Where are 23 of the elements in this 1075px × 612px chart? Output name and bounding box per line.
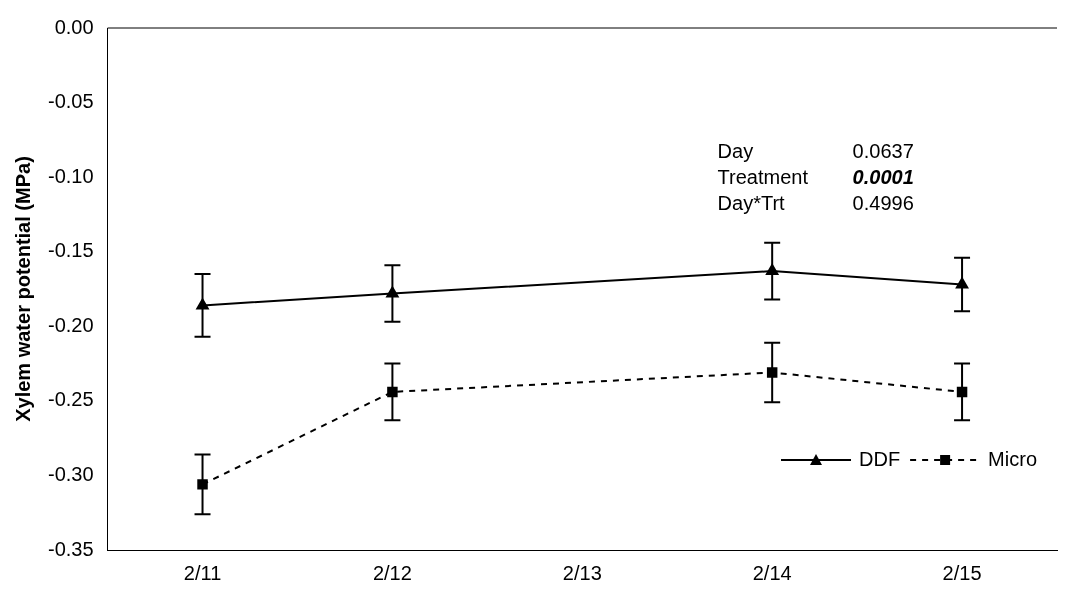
y-tick-label: -0.10 — [47, 164, 94, 187]
x-tick-label: 2/14 — [752, 561, 792, 584]
y-tick-label: -0.30 — [47, 462, 94, 485]
annotation: 0.0001 — [852, 166, 914, 188]
x-tick-label: 2/15 — [942, 561, 982, 584]
y-tick-label: 0.00 — [54, 15, 94, 38]
y-tick-label: -0.05 — [47, 90, 94, 113]
y-axis-title: Xylem water potential (MPa) — [11, 156, 34, 422]
y-tick-label: -0.20 — [47, 313, 94, 336]
annotation: Day*Trt — [717, 192, 786, 214]
annotation: Day — [717, 140, 754, 162]
annotation: 0.4996 — [852, 192, 914, 214]
x-tick-label: 2/11 — [183, 561, 222, 584]
legend-label: DDF — [859, 447, 901, 470]
x-tick-label: 2/13 — [562, 561, 602, 584]
y-tick-label: -0.15 — [47, 239, 94, 262]
point — [197, 479, 208, 490]
y-tick-label: -0.25 — [47, 388, 94, 411]
x-tick-label: 2/12 — [372, 561, 412, 584]
legend-label: Micro — [988, 447, 1037, 470]
annotation: 0.0637 — [852, 140, 914, 162]
annotation: Treatment — [717, 166, 809, 188]
y-tick-label: -0.35 — [47, 537, 94, 560]
